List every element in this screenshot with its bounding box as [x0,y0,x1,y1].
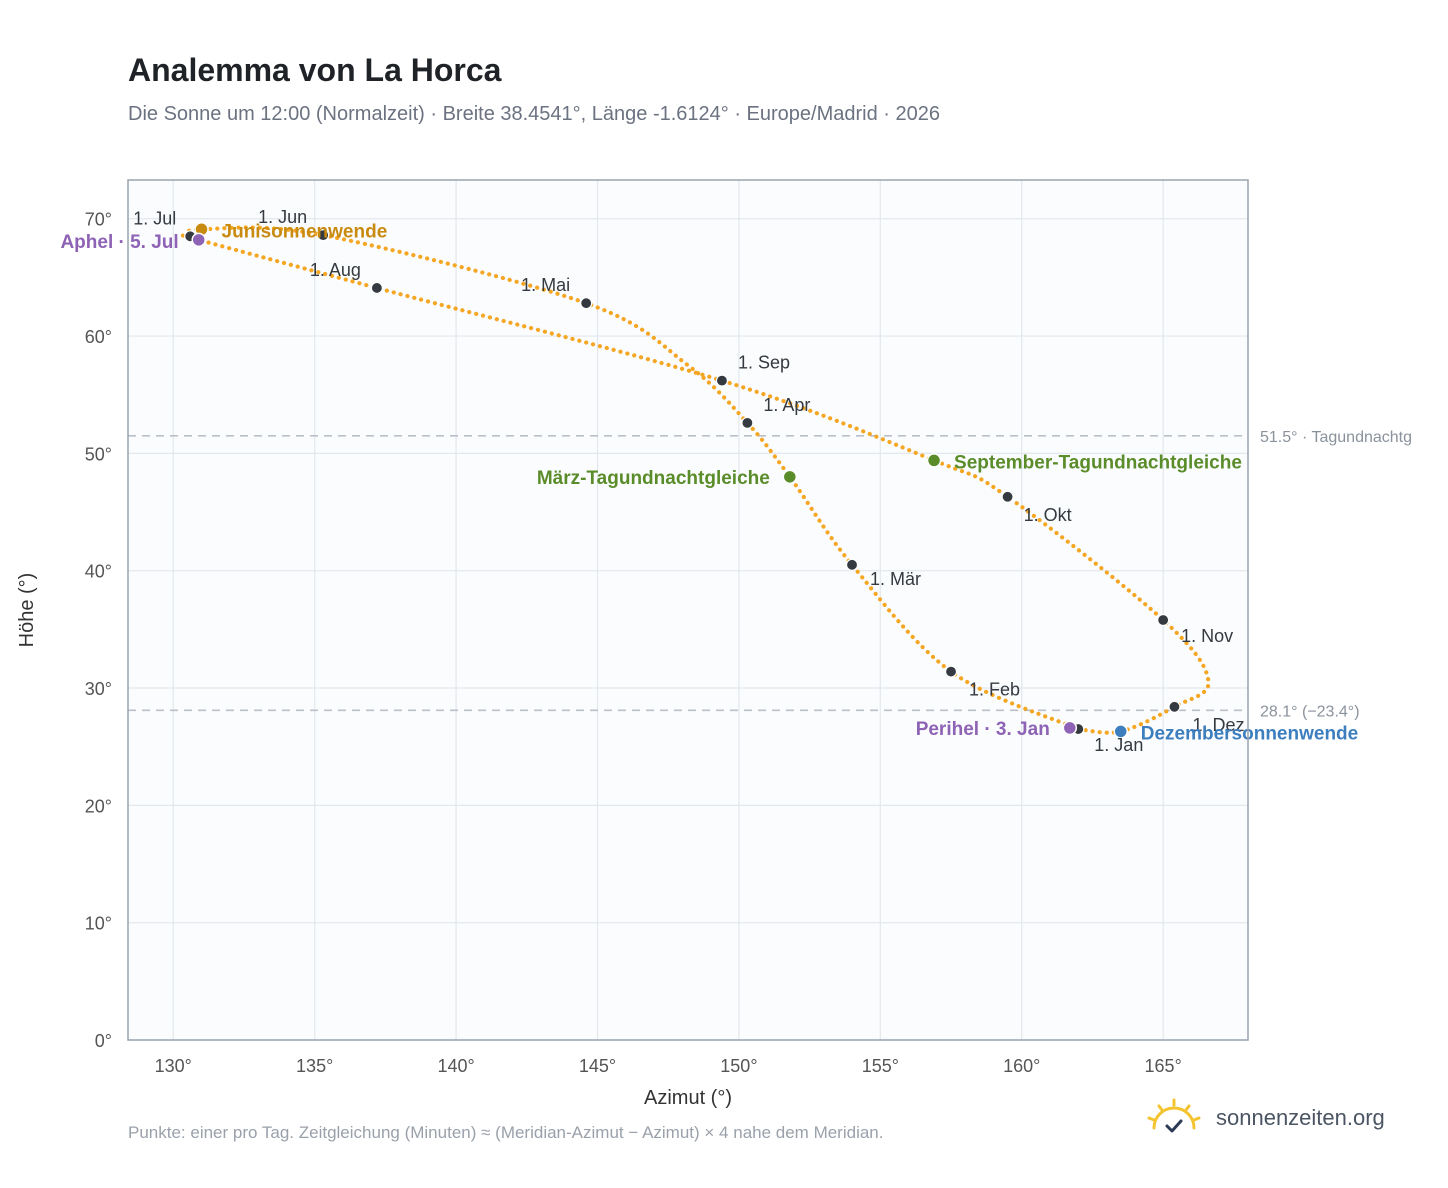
x-tick-label: 130° [155,1056,192,1076]
month-label: 1. Jul [133,208,176,228]
data-points [184,222,1181,739]
plot-area [128,180,1248,1040]
reference-line-label: 51.5° · Tagundnachtg [1260,429,1412,446]
special-point [782,469,798,485]
month-label: 1. Apr [763,395,810,415]
month-point [1157,613,1170,627]
x-tick-label: 150° [720,1056,757,1076]
month-label: 1. Dez [1192,715,1244,735]
month-label: 1. Jan [1094,735,1143,755]
y-tick-label: 10° [85,914,112,934]
month-label: 1. Aug [310,260,361,280]
month-point [944,665,958,678]
month-point [845,558,859,571]
special-point-label: Dezembersonnenwende [1141,723,1359,744]
month-point [715,374,729,387]
month-label: 1. Jun [258,207,307,227]
y-tick-label: 0° [95,1031,112,1051]
reference-line-label: 28.1° (−23.4°) [1260,703,1360,720]
sun-check-icon [1147,1098,1201,1133]
month-point [1168,700,1181,713]
special-point-label: Aphel · 5. Jul [60,232,178,253]
y-tick-label: 20° [85,796,112,816]
brand[interactable]: sonnenzeiten.org [1146,1098,1385,1138]
x-tick-label: 155° [862,1056,899,1076]
special-point-label: März-Tagundnachtgleiche [537,468,770,489]
month-label: 1. Nov [1181,626,1233,646]
month-point [317,229,330,242]
month-label: 1. Okt [1024,505,1072,525]
footnote: Punkte: einer pro Tag. Zeitgleichung (Mi… [128,1123,884,1142]
special-point [1113,724,1128,739]
month-label: 1. Sep [738,353,790,373]
month-point [1001,490,1014,503]
x-tick-label: 160° [1003,1056,1040,1076]
chart-title: Analemma von La Horca [128,52,502,88]
month-point [741,416,754,429]
x-axis-label: Azimut (°) [644,1087,732,1109]
reference-lines: 51.5° · Tagundnachtg 28.1° (−23.4°) [128,429,1412,720]
y-tick-label: 60° [85,327,112,347]
month-label: 1. Feb [969,680,1020,700]
x-tick-label: 140° [437,1056,474,1076]
y-tick-label: 70° [85,210,112,230]
point-labels: 1. Jan 1. Feb 1. Mär 1. Apr 1. Mai 1. Jun 1. J… [60,207,1358,755]
y-tick-label: 40° [85,562,112,582]
x-tick-label: 145° [579,1056,616,1076]
special-point-label: September-Tagundnachtgleiche [954,452,1242,473]
month-label: 1. Mai [521,275,570,295]
special-point [926,453,942,468]
special-point [191,232,206,248]
chart-subtitle: Die Sonne um 12:00 (Normalzeit) · Breite… [128,103,941,125]
month-point [370,281,383,295]
month-label: 1. Mär [870,569,921,589]
x-tick-label: 135° [296,1056,333,1076]
month-point [580,297,593,310]
special-point-label: Junisonnenwende [222,221,388,242]
y-tick-label: 30° [85,679,112,699]
plot-frame [127,179,1249,1041]
brand-name: sonnenzeiten.org [1216,1105,1385,1130]
x-tick-label: 165° [1145,1056,1182,1076]
special-point-label: Perihel · 3. Jan [916,719,1050,740]
special-point [1062,720,1078,736]
y-axis-label: Höhe (°) [16,573,38,648]
axes: 130° 135° 140° 145° 150° 155° 160° 165° 0° 10° 20°… [85,210,1182,1076]
y-tick-label: 50° [85,444,112,464]
